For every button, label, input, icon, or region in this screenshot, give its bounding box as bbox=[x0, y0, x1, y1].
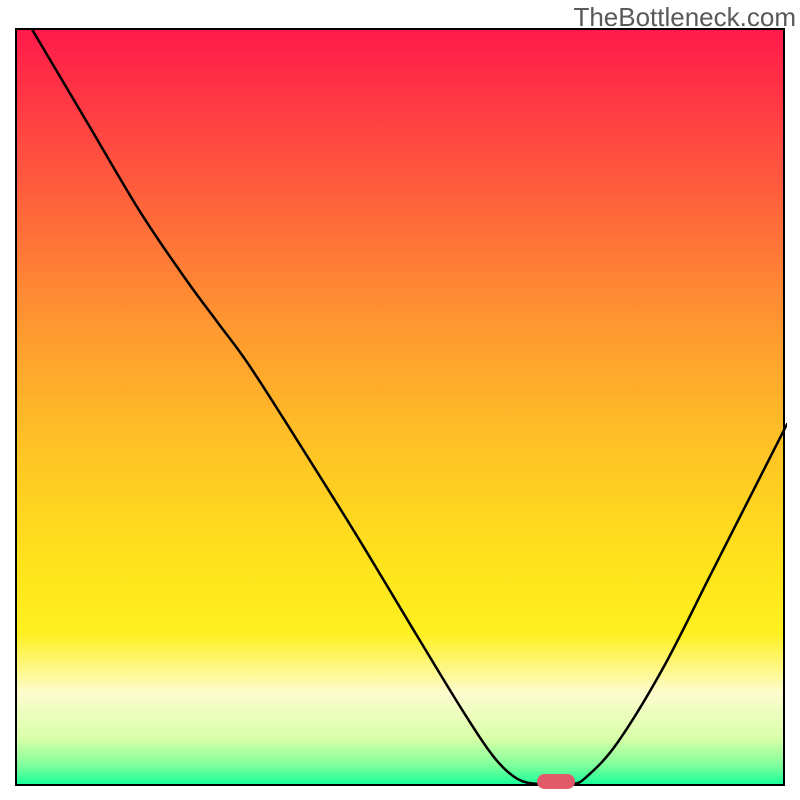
bottleneck-curve bbox=[17, 30, 787, 788]
watermark-label: TheBottleneck.com bbox=[573, 2, 796, 33]
optimal-marker bbox=[537, 774, 576, 789]
bottleneck-chart bbox=[15, 28, 785, 786]
